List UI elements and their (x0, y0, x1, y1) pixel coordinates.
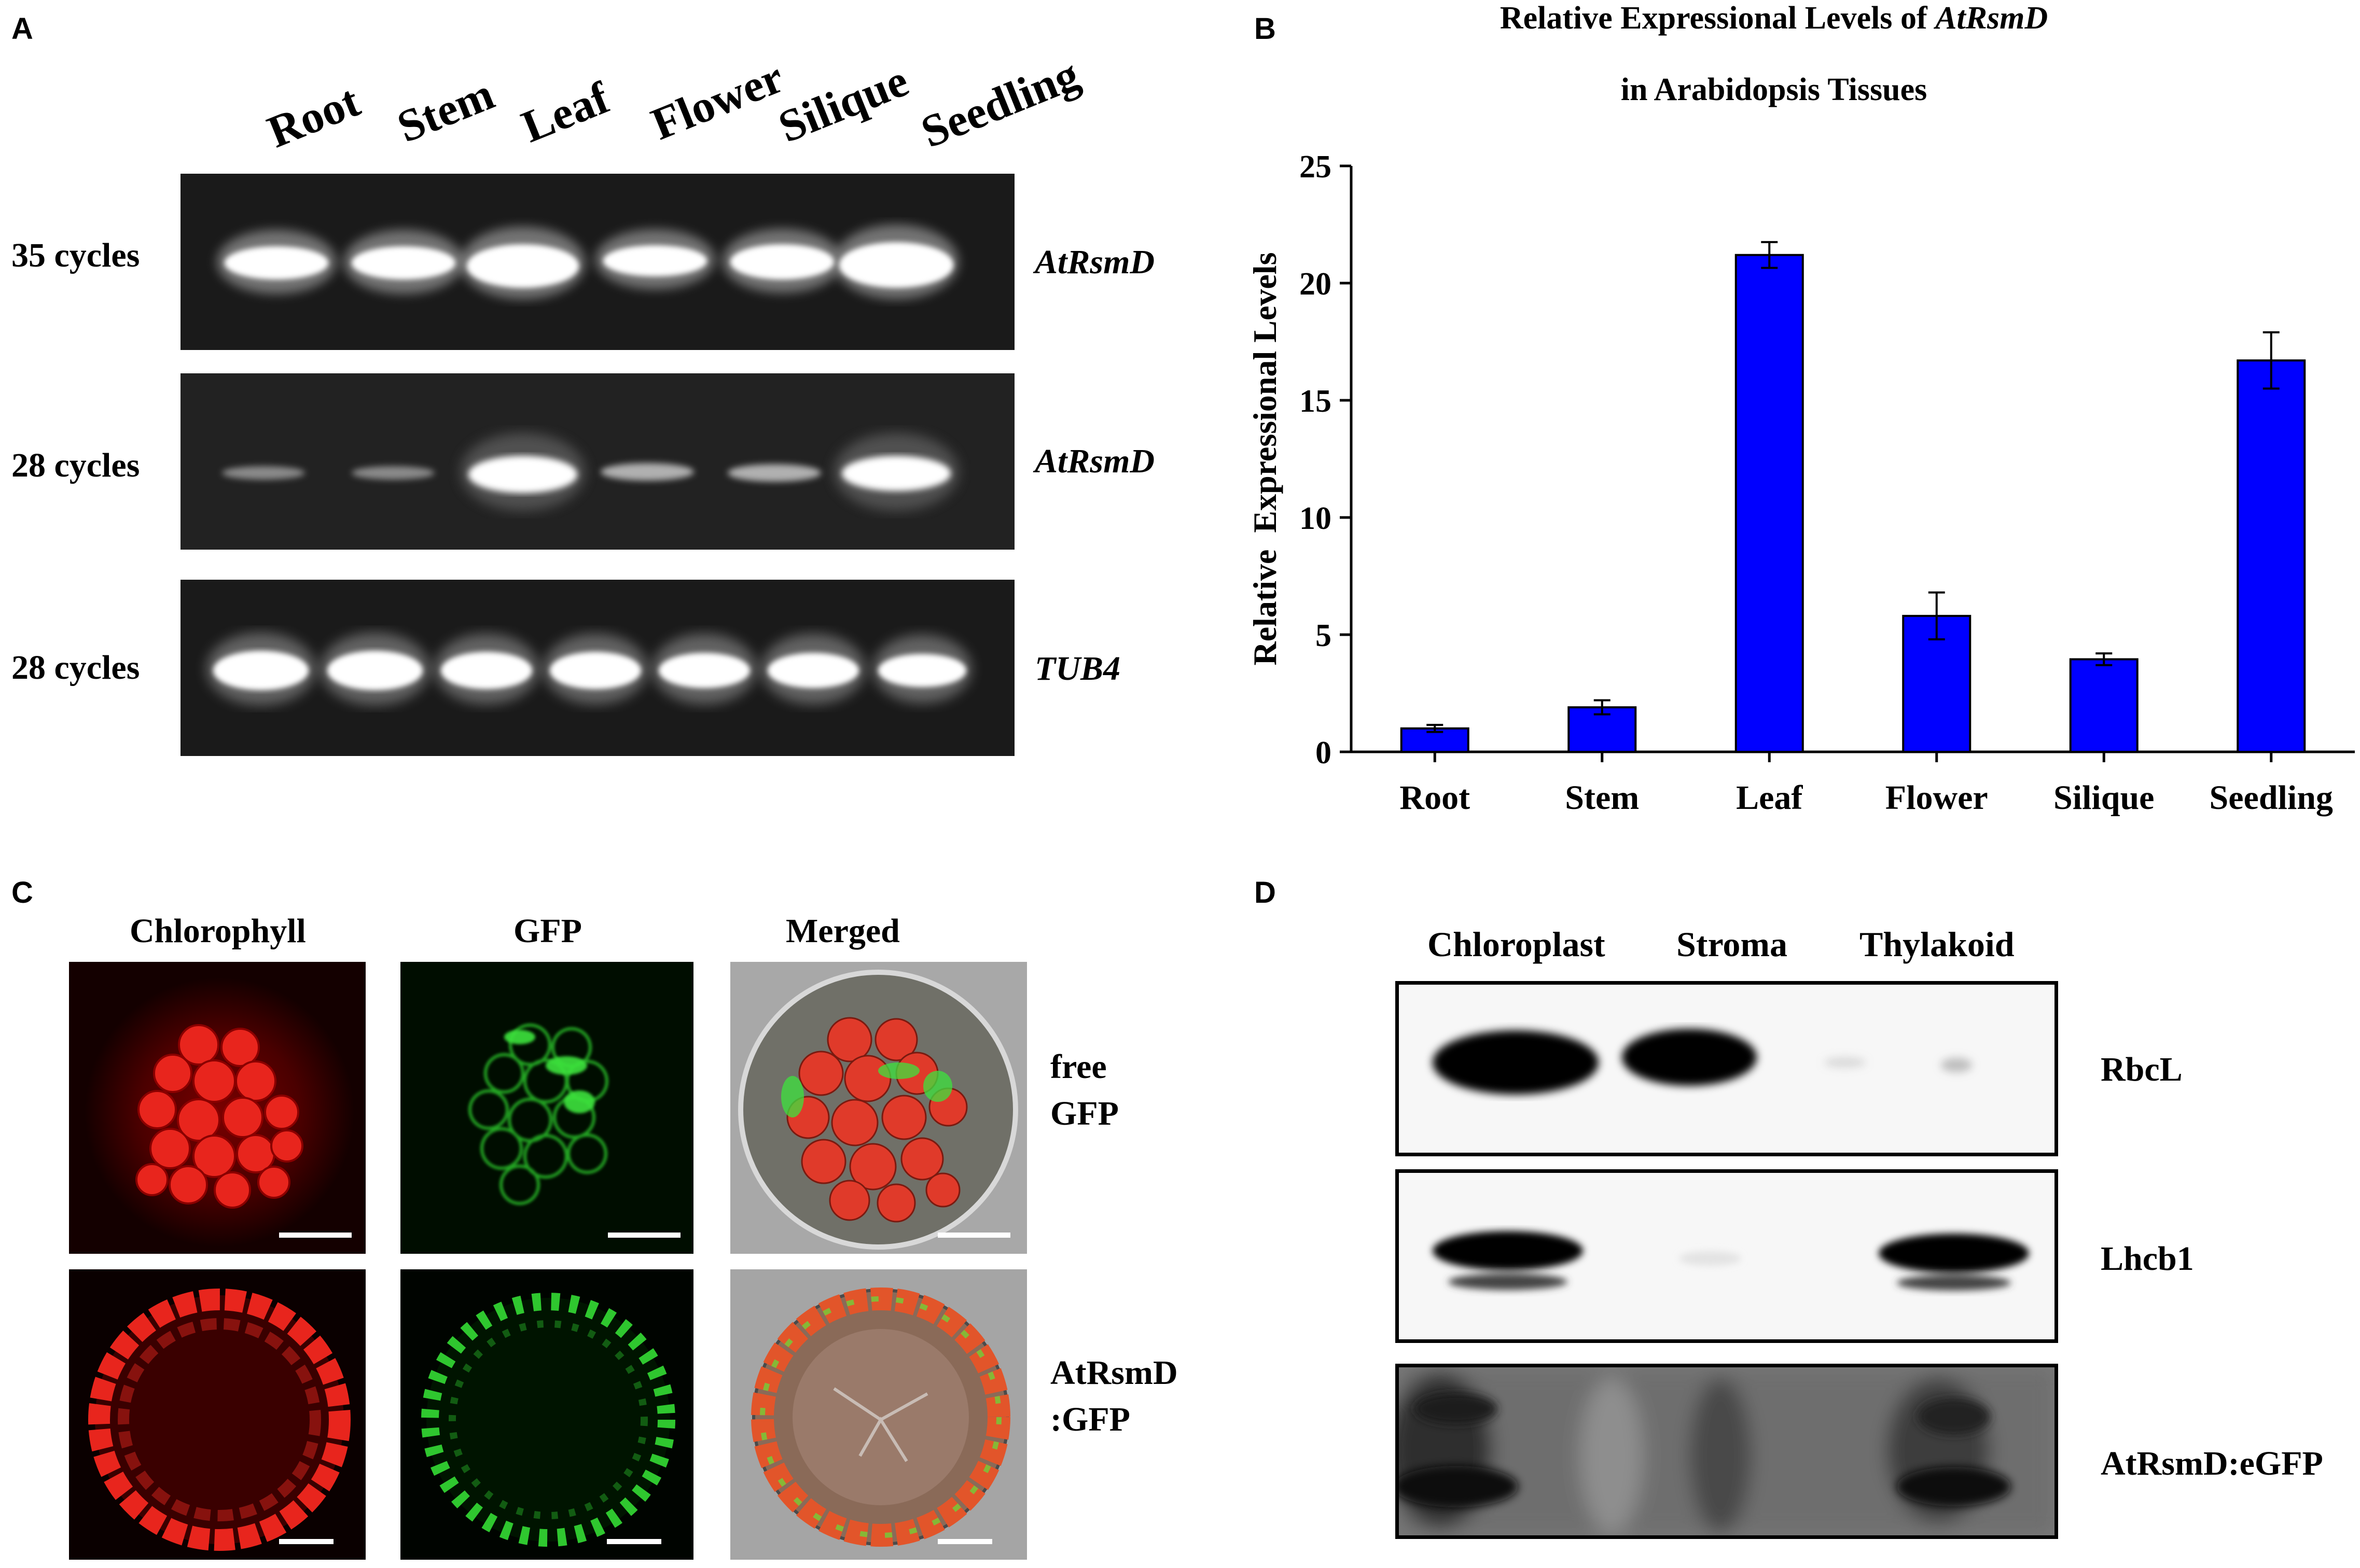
chart-title-line2: in Arabidopsis Tissues (1620, 72, 1927, 107)
y-tick-label: 15 (1299, 384, 1331, 419)
bar-flower (1902, 614, 1972, 753)
lane-label-flower: Flower (644, 52, 790, 150)
scale-bar (279, 1233, 352, 1238)
blot-label-atrsmd-egfp: AtRsmD:eGFP (2101, 1445, 2323, 1482)
column-label-gfp: GFP (513, 912, 582, 950)
x-tick-label: Root (1399, 779, 1470, 817)
chart-title-gene: AtRsmD (1935, 1, 2048, 36)
row-label-atrsmd-gfp-line2: :GFP (1050, 1401, 1130, 1438)
blot-label-lhcb1: Lhcb1 (2101, 1240, 2194, 1278)
row-label-free-gfp-line2: GFP (1050, 1095, 1119, 1132)
bar-leaf (1734, 254, 1804, 753)
micrograph-gfp-atrsmd-gfp (400, 1269, 693, 1560)
micrograph-merged-atrsmd-gfp (730, 1269, 1027, 1560)
gel-35-cycles (181, 174, 1015, 350)
panel-letter-d: D (1254, 876, 1276, 909)
lane-label-seedling: Seedling (914, 49, 1086, 158)
panel-letter-a: A (11, 12, 33, 46)
column-label-merged: Merged (786, 912, 900, 950)
x-tick-label: Seedling (2210, 779, 2333, 817)
gel-28-cycles-atrsmd (181, 373, 1015, 550)
cycles-label-3: 28 cycles (11, 649, 140, 687)
bar-seedling (2237, 359, 2306, 753)
micrograph-merged-free-gfp (730, 962, 1027, 1254)
y-tick-label: 25 (1299, 149, 1331, 185)
lane-label-silique: Silique (771, 55, 915, 153)
micrograph-chlorophyll-free-gfp (69, 962, 366, 1254)
fraction-label-stroma: Stroma (1676, 925, 1788, 964)
gene-label-3: TUB4 (1035, 650, 1120, 688)
lane-label-stem: Stem (390, 68, 501, 153)
y-axis-label: Relative Expressional Levels (1246, 253, 1283, 666)
lane-label-leaf: Leaf (515, 73, 616, 153)
blot-atrsmd-egfp (1395, 1364, 2058, 1539)
y-tick-label: 10 (1299, 501, 1331, 536)
gel-28-cycles-tub4 (181, 580, 1015, 756)
chart-title-line1: Relative Expressional Levels of AtRsmD (1359, 0, 2189, 37)
micrograph-gfp-free-gfp (400, 962, 693, 1254)
row-label-atrsmd-gfp-line1: AtRsmD (1050, 1354, 1178, 1392)
scale-bar (279, 1539, 334, 1544)
bar-silique (2069, 658, 2139, 753)
scale-bar (607, 1539, 661, 1544)
x-tick-label: Silique (2053, 779, 2154, 817)
x-tick-label: Stem (1565, 779, 1639, 817)
cycles-label-2: 28 cycles (11, 446, 140, 484)
lane-label-root: Root (260, 76, 367, 158)
scale-bar (938, 1233, 1010, 1238)
bar-chart: 0 5 10 15 20 25 Relative Expressional Levels Ro… (1246, 149, 2355, 817)
fraction-label-thylakoid: Thylakoid (1859, 925, 2015, 964)
blot-lhcb1 (1395, 1169, 2058, 1343)
cycles-label-1: 35 cycles (11, 236, 140, 274)
micrograph-chlorophyll-atrsmd-gfp (69, 1269, 366, 1560)
column-label-chlorophyll: Chlorophyll (130, 912, 306, 950)
row-label-free-gfp-line1: free (1050, 1048, 1107, 1086)
x-tick-label: Flower (1885, 779, 1988, 817)
chart-title-prefix: Relative Expressional Levels of (1500, 1, 1936, 36)
blot-label-rbcl: RbcL (2101, 1051, 2183, 1088)
panel-letter-b: B (1254, 12, 1276, 46)
y-tick-label: 0 (1315, 735, 1331, 771)
scale-bar (608, 1233, 681, 1238)
gene-label-2: AtRsmD (1035, 442, 1155, 480)
y-tick-label: 20 (1299, 267, 1331, 302)
fraction-label-chloroplast: Chloroplast (1427, 925, 1605, 964)
gene-label-1: AtRsmD (1035, 243, 1155, 281)
blot-rbcl (1395, 981, 2058, 1156)
scale-bar (938, 1539, 992, 1544)
panel-letter-c: C (11, 876, 33, 909)
y-tick-label: 5 (1315, 618, 1331, 653)
x-tick-label: Leaf (1736, 779, 1803, 817)
